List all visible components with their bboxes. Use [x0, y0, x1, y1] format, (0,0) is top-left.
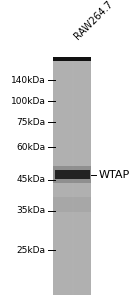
- Text: WTAP: WTAP: [99, 169, 130, 180]
- Bar: [57, 57, 59, 295]
- Bar: [53, 166, 91, 183]
- Text: 75kDa: 75kDa: [16, 118, 46, 127]
- Bar: [55, 57, 57, 295]
- Bar: [82, 57, 84, 295]
- Bar: [53, 57, 91, 61]
- Bar: [78, 57, 80, 295]
- Bar: [84, 57, 86, 295]
- Bar: [74, 57, 76, 295]
- Text: 140kDa: 140kDa: [11, 76, 46, 85]
- Bar: [68, 57, 70, 295]
- Text: 100kDa: 100kDa: [11, 97, 46, 106]
- Bar: [89, 57, 91, 295]
- Bar: [53, 197, 91, 212]
- Bar: [86, 57, 87, 295]
- Bar: [76, 57, 78, 295]
- Text: RAW264.7: RAW264.7: [72, 0, 115, 42]
- Bar: [53, 57, 91, 295]
- Bar: [61, 57, 63, 295]
- Bar: [70, 57, 72, 295]
- Bar: [63, 57, 65, 295]
- Bar: [72, 57, 74, 295]
- Text: 25kDa: 25kDa: [17, 246, 46, 255]
- Bar: [87, 57, 89, 295]
- Text: 45kDa: 45kDa: [17, 175, 46, 184]
- Bar: [65, 57, 67, 295]
- Text: 60kDa: 60kDa: [16, 143, 46, 152]
- Text: 35kDa: 35kDa: [16, 206, 46, 215]
- Bar: [55, 170, 90, 179]
- Bar: [59, 57, 61, 295]
- Bar: [80, 57, 82, 295]
- Bar: [67, 57, 68, 295]
- Bar: [53, 57, 55, 295]
